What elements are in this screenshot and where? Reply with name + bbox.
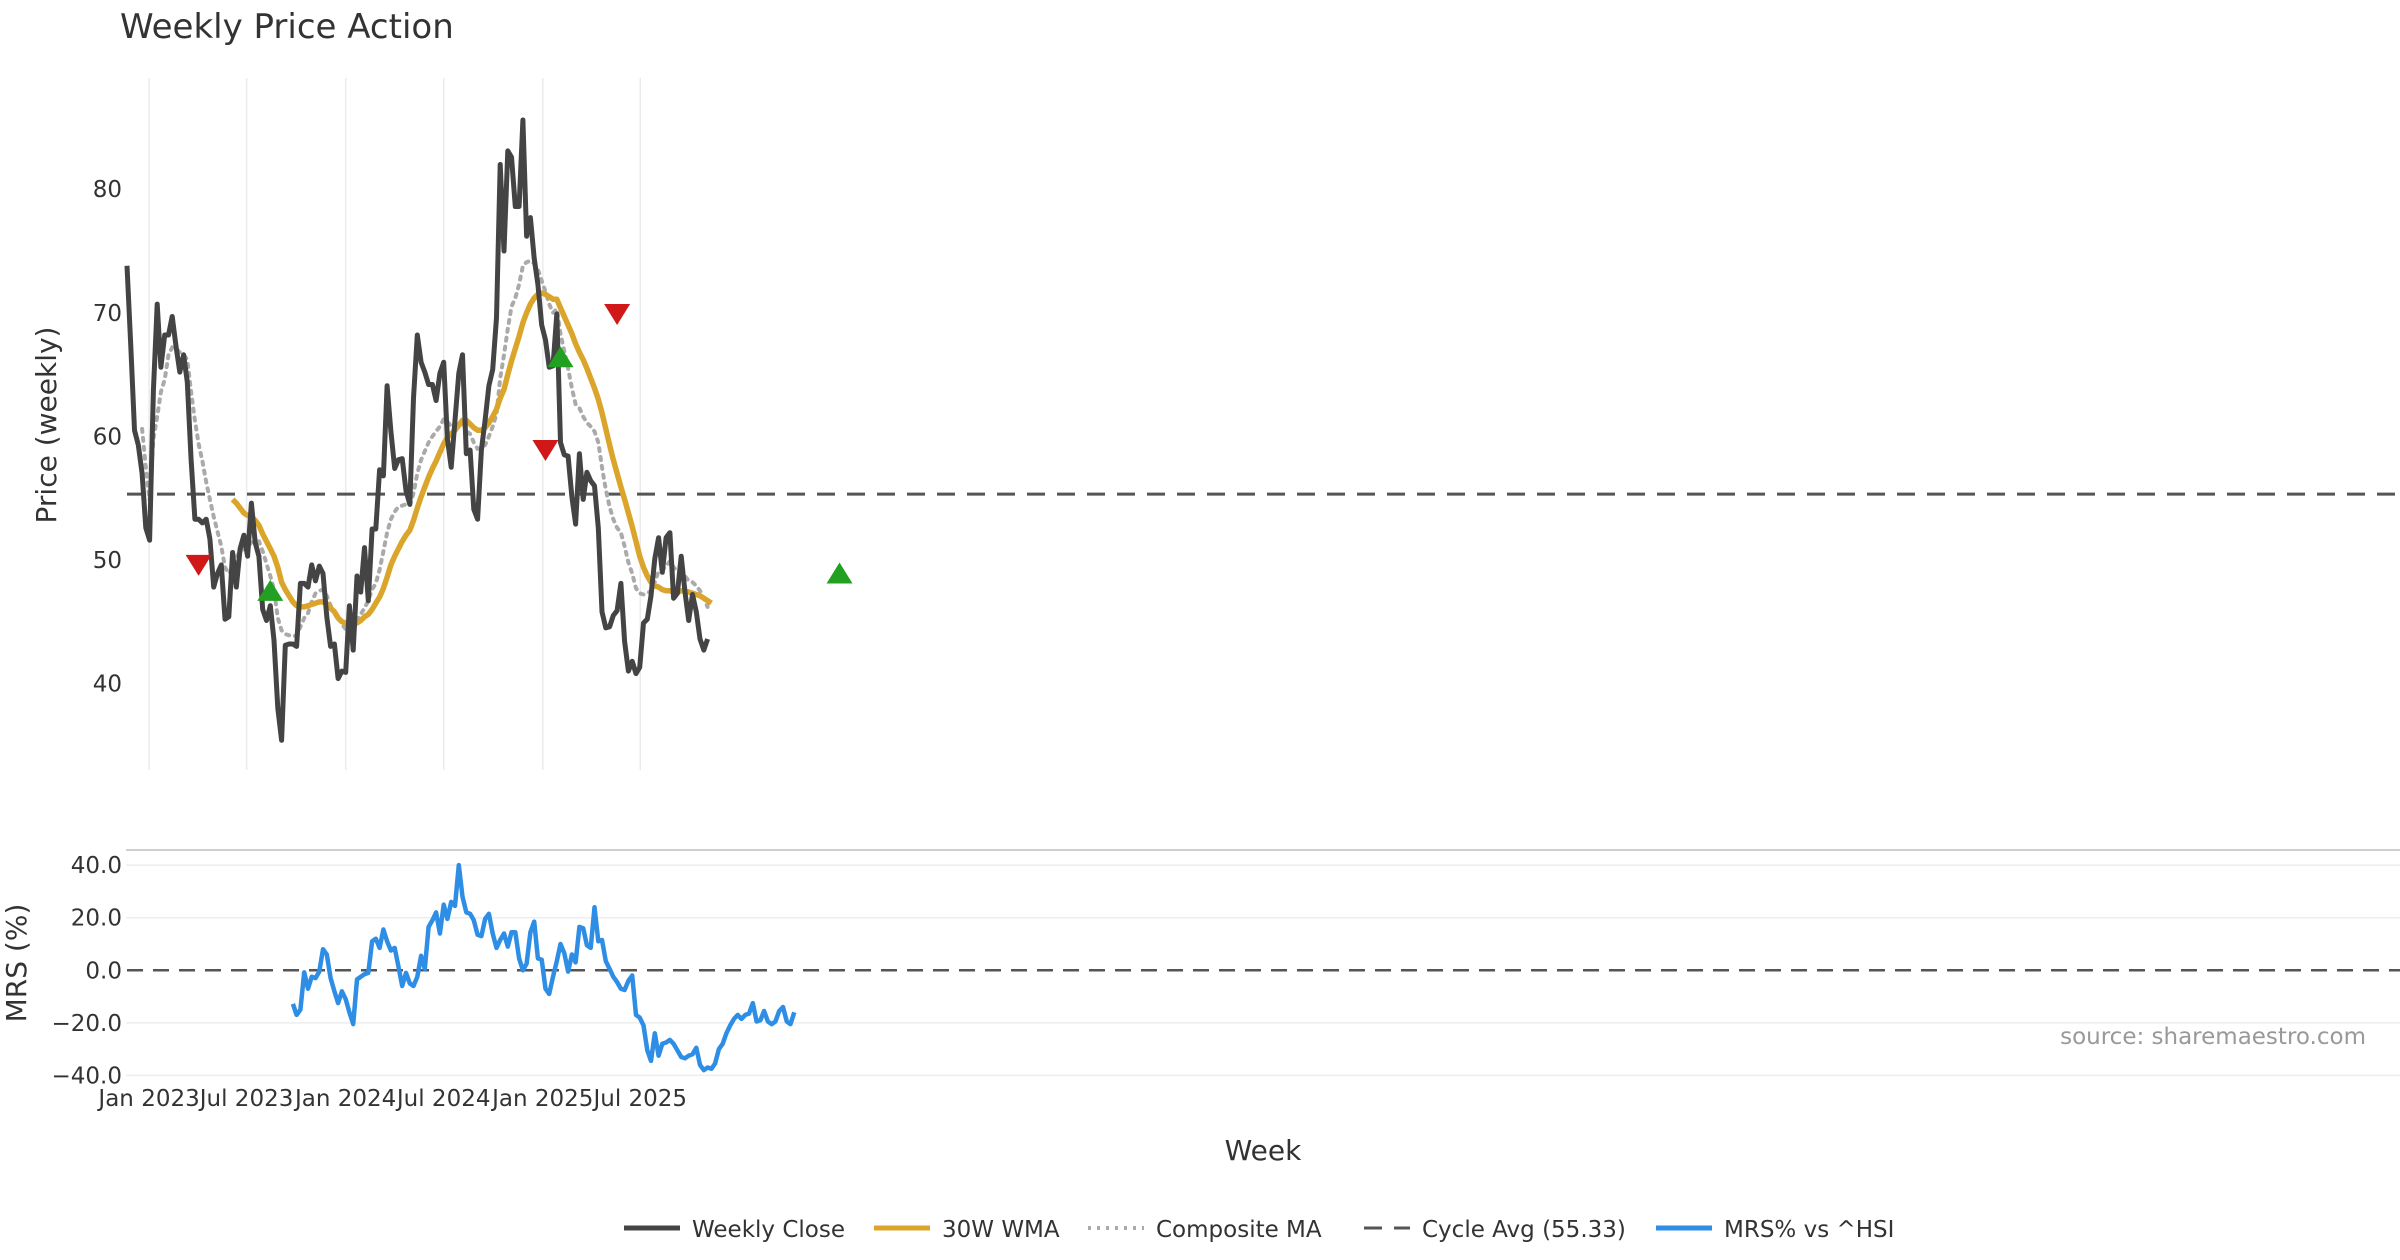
price-gridlines (148, 78, 642, 770)
mrs-y-axis-title: MRS (%) (0, 904, 33, 1023)
mrs-series (127, 862, 2400, 1073)
weekly-close-line (124, 117, 710, 743)
buy-signal-marker-2 (826, 562, 853, 584)
legend-label-mrs: MRS% vs ^HSI (1724, 1217, 1894, 1243)
price-y-tick-label-1: 50 (93, 548, 122, 574)
price-y-tick-label-3: 70 (93, 301, 122, 327)
price-y-ticks: 40 50 60 70 80 (93, 177, 122, 697)
x-tick-label-5: Jul 2025 (591, 1086, 687, 1112)
legend-label-composite: Composite MA (1156, 1217, 1322, 1243)
price-y-axis-title: Price (weekly) (30, 327, 63, 524)
mrs-line (290, 862, 797, 1073)
legend-label-weekly-close: Weekly Close (692, 1217, 845, 1243)
buy-signal-marker-1 (547, 346, 574, 368)
x-tick-label-4: Jan 2025 (490, 1086, 593, 1112)
sell-signal-marker-0 (185, 554, 212, 576)
price-y-tick-label-4: 80 (93, 177, 122, 203)
mrs-y-tick-label-0: 40.0 (71, 853, 122, 879)
mrs-gridlines (126, 864, 2400, 1077)
buy-signal-marker-0 (257, 579, 284, 601)
signal-markers (185, 304, 853, 601)
sell-signal-marker-1 (532, 439, 559, 461)
price-series (124, 117, 2400, 743)
chart-title: Weekly Price Action (120, 7, 454, 47)
legend-label-cycle-avg: Cycle Avg (55.33) (1422, 1217, 1626, 1243)
x-tick-label-1: Jul 2023 (198, 1086, 294, 1112)
mrs-y-tick-label-4: −40.0 (52, 1063, 122, 1089)
sell-signal-marker-2 (604, 304, 631, 326)
x-ticks: Jan 2023 Jul 2023 Jan 2024 Jul 2024 Jan 2025… (96, 1086, 687, 1112)
x-tick-label-2: Jan 2024 (293, 1086, 396, 1112)
legend: Weekly Close 30W WMA Composite MA Cycle … (624, 1217, 1894, 1243)
mrs-y-ticks: 40.0 20.0 0.0 −20.0 −40.0 (52, 853, 122, 1089)
legend-label-wma: 30W WMA (942, 1217, 1060, 1243)
x-tick-label-3: Jul 2024 (395, 1086, 491, 1112)
x-axis-title: Week (1225, 1134, 1302, 1167)
mrs-y-tick-label-3: −20.0 (52, 1011, 122, 1037)
wma-line (230, 290, 713, 627)
source-watermark: source: sharemaestro.com (2060, 1024, 2366, 1050)
x-tick-label-0: Jan 2023 (96, 1086, 199, 1112)
price-y-tick-label-2: 60 (93, 424, 122, 450)
mrs-y-tick-label-2: 0.0 (85, 958, 122, 984)
price-y-tick-label-0: 40 (93, 672, 122, 698)
mrs-y-tick-label-1: 20.0 (71, 906, 122, 932)
composite-ma-line (140, 258, 710, 639)
